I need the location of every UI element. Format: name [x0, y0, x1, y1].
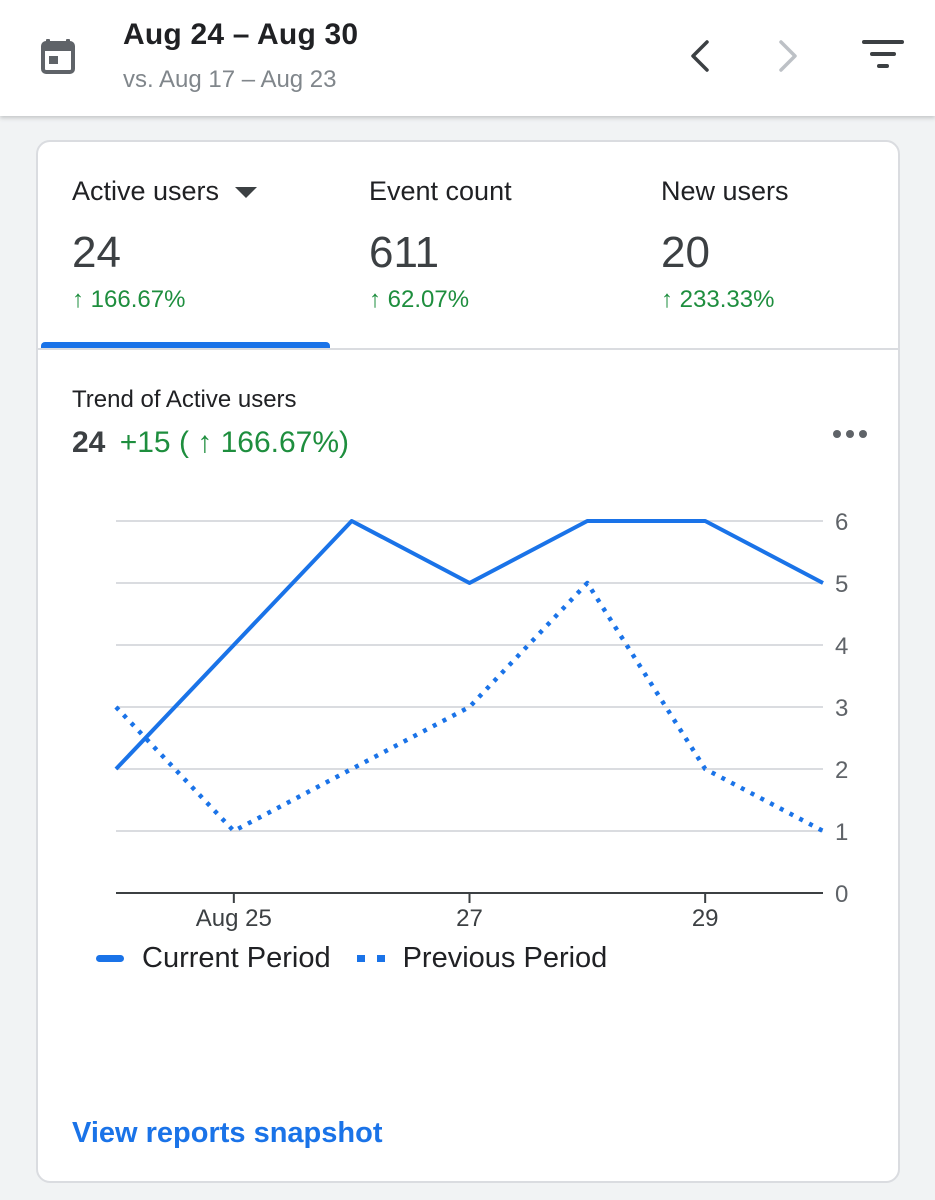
trend-title: Trend of Active users	[72, 386, 297, 413]
more-options-button[interactable]	[826, 414, 874, 454]
metric-value: 24	[72, 228, 121, 277]
x-tick-label: Aug 25	[196, 905, 272, 932]
comparison-range: vs. Aug 17 – Aug 23	[123, 66, 337, 93]
legend-item-current[interactable]: Current Period	[96, 942, 331, 975]
trend-summary: 24 +15 ( ↑ 166.67%)	[72, 426, 349, 460]
y-tick-label: 2	[835, 757, 848, 784]
calendar-icon[interactable]	[40, 34, 80, 76]
metric-change: ↑ 62.07%	[369, 286, 470, 313]
overview-card: Active users 24 ↑ 166.67% Event count 61…	[36, 140, 900, 1183]
previous-period-line	[114, 580, 825, 834]
metric-value: 611	[369, 228, 440, 277]
metric-tab-new-users[interactable]: New users 20 ↑ 233.33%	[622, 142, 898, 350]
metric-tab-active-users[interactable]: Active users 24 ↑ 166.67%	[38, 142, 330, 350]
metric-label-text: Active users	[72, 176, 220, 206]
y-tick-label: 1	[835, 819, 848, 846]
tab-divider	[38, 348, 898, 350]
view-reports-snapshot-link[interactable]: View reports snapshot	[72, 1117, 383, 1149]
top-app-bar: Aug 24 – Aug 30 vs. Aug 17 – Aug 23	[0, 0, 935, 116]
chart-legend: Current Period Previous Period	[96, 938, 633, 978]
more-horizontal-icon	[833, 430, 841, 438]
legend-label: Previous Period	[402, 941, 608, 974]
trend-total: 24	[72, 426, 106, 459]
metric-change: ↑ 233.33%	[661, 286, 775, 313]
trend-delta: +15 ( ↑ 166.67%)	[119, 426, 350, 459]
selected-tab-indicator	[41, 342, 330, 349]
metric-value: 20	[661, 228, 710, 277]
chevron-right-icon	[779, 40, 797, 72]
metric-label: New users	[661, 176, 789, 206]
metric-label: Active users	[72, 176, 258, 207]
y-tick-label: 4	[835, 633, 848, 660]
metric-change: ↑ 166.67%	[72, 286, 186, 313]
previous-period-button[interactable]	[680, 34, 720, 78]
trend-line-chart: 0 1 2 3 4 5 6 Aug 25 27 29	[114, 509, 848, 932]
legend-dotted-line-icon	[356, 954, 385, 962]
current-period-line	[114, 519, 824, 771]
y-tick-label: 3	[835, 695, 848, 722]
y-tick-label: 0	[835, 881, 848, 908]
y-tick-label: 6	[835, 509, 848, 536]
more-horizontal-icon	[859, 430, 867, 438]
more-horizontal-icon	[846, 430, 854, 438]
chevron-left-icon	[691, 40, 709, 72]
next-period-button[interactable]	[768, 34, 808, 78]
y-tick-label: 5	[835, 571, 848, 598]
metric-label: Event count	[369, 176, 512, 206]
metric-tab-event-count[interactable]: Event count 611 ↑ 62.07%	[330, 142, 622, 350]
x-tick-label: 29	[692, 905, 719, 932]
filter-icon	[862, 40, 904, 68]
legend-item-previous[interactable]: Previous Period	[356, 941, 608, 975]
x-tick-label: 27	[456, 905, 483, 932]
dropdown-caret-icon[interactable]	[235, 187, 258, 198]
legend-label: Current Period	[142, 941, 331, 974]
filter-button[interactable]	[858, 36, 908, 76]
date-range-title[interactable]: Aug 24 – Aug 30	[123, 18, 359, 51]
legend-solid-line-icon	[96, 954, 124, 962]
